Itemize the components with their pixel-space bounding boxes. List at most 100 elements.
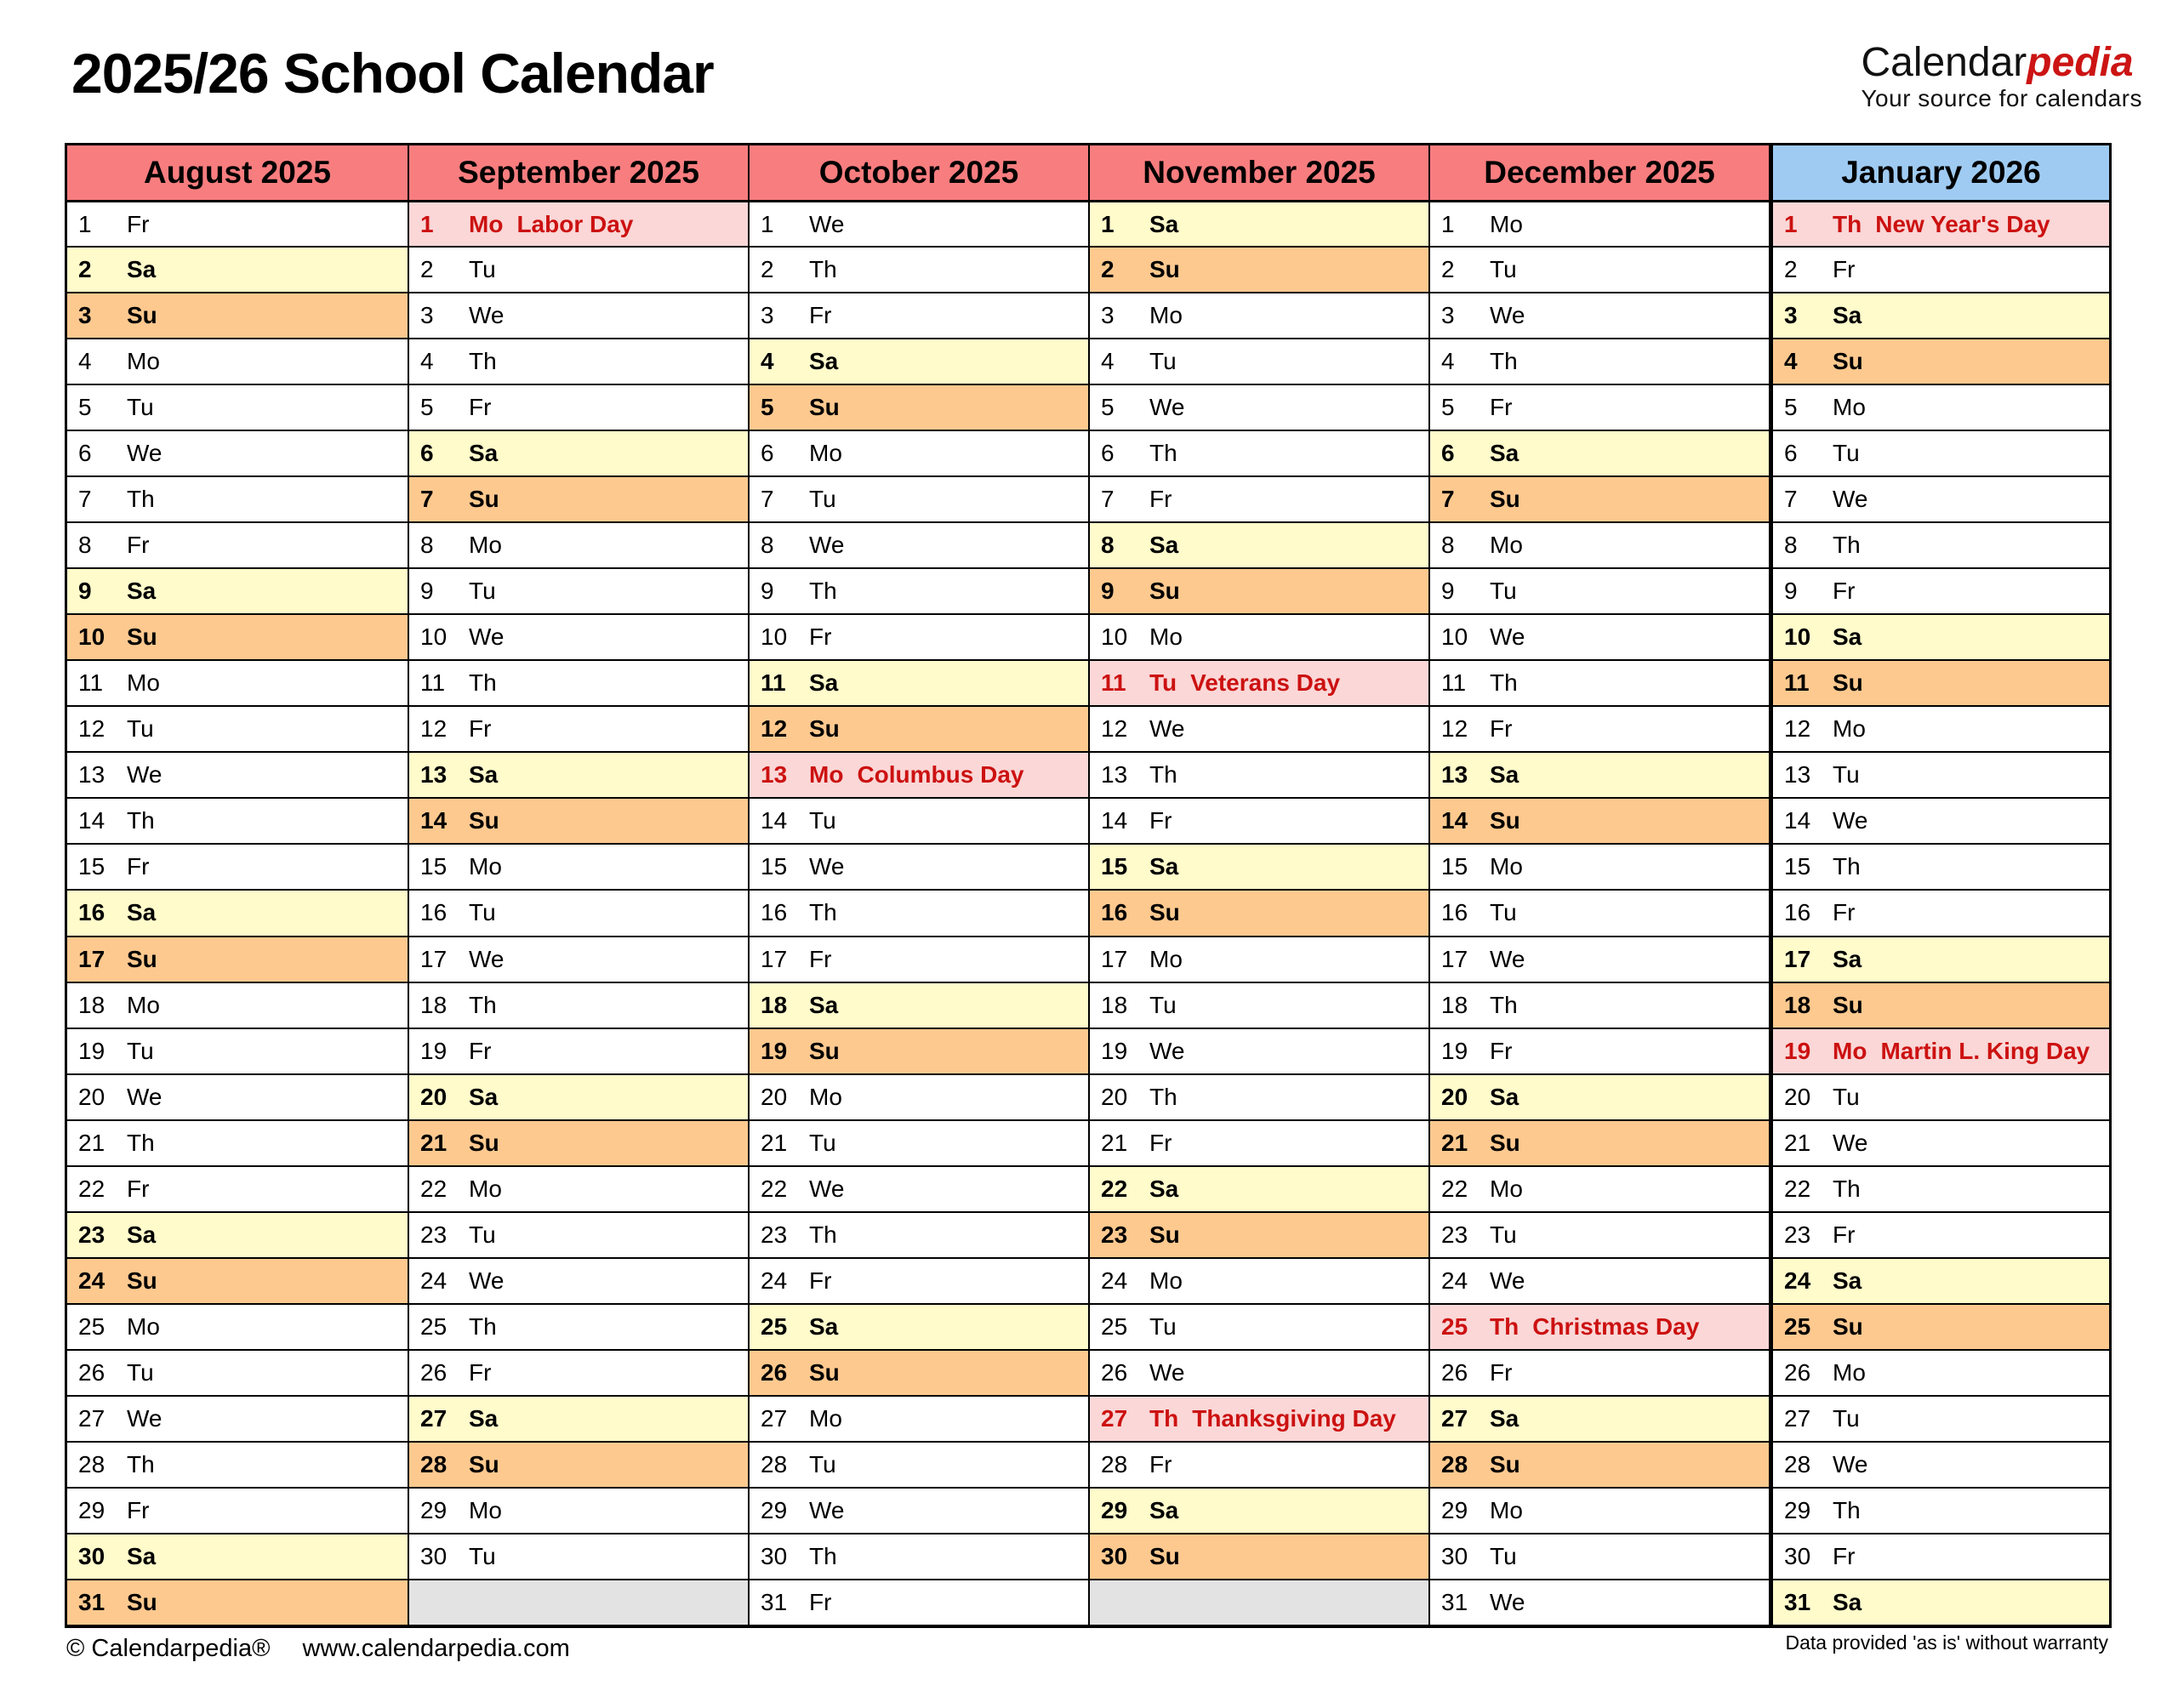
weekday-label: Tu xyxy=(1149,991,1177,1018)
footer-url-link[interactable]: www.calendarpedia.com xyxy=(302,1635,570,1662)
day-cell: 8 Fr xyxy=(67,521,408,568)
day-number: 1 xyxy=(1101,210,1115,237)
day-cell: 11 Mo xyxy=(67,659,408,706)
day-cell: 9 Th xyxy=(748,567,1088,614)
weekday-label: Mo xyxy=(469,532,502,559)
day-cell: 10 Fr xyxy=(748,613,1088,660)
day-number: 26 xyxy=(78,1358,105,1386)
day-number: 18 xyxy=(761,991,788,1018)
day-cell: 19 Fr xyxy=(1428,1027,1769,1073)
day-number: 20 xyxy=(1784,1083,1811,1110)
day-cell: 13 Th xyxy=(1088,751,1428,798)
day-cell: 11 Su xyxy=(1769,659,2109,706)
day-cell: 18 Th xyxy=(1428,981,1769,1028)
day-number: 2 xyxy=(1784,256,1798,283)
day-cell: 14 Th xyxy=(67,797,408,844)
day-cell: 30 Su xyxy=(1088,1532,1428,1579)
day-cell: 27 Th Thanksgiving Day xyxy=(1088,1394,1428,1441)
day-cell: 1 We xyxy=(748,200,1088,247)
day-number: 9 xyxy=(761,578,774,605)
day-number: 29 xyxy=(761,1496,788,1523)
day-number: 13 xyxy=(1441,761,1468,789)
day-cell: 30 Tu xyxy=(408,1532,748,1579)
day-number: 1 xyxy=(1784,210,1798,237)
day-cell: 15 Fr xyxy=(67,843,408,890)
day-number: 9 xyxy=(78,578,92,605)
day-cell: 25 Su xyxy=(1769,1302,2109,1349)
empty-cell xyxy=(1088,1578,1428,1625)
day-cell: 3 We xyxy=(408,292,748,339)
weekday-label: Sa xyxy=(1490,440,1519,467)
day-number: 1 xyxy=(420,210,434,237)
day-number: 5 xyxy=(1101,394,1115,421)
day-cell: 1 Fr xyxy=(67,200,408,247)
day-number: 31 xyxy=(1784,1588,1811,1615)
weekday-label: Su xyxy=(469,807,499,834)
weekday-label: Fr xyxy=(1149,486,1172,513)
day-cell: 17 Fr xyxy=(748,935,1088,982)
day-cell: 26 We xyxy=(1088,1348,1428,1395)
day-cell: 25 Th Christmas Day xyxy=(1428,1302,1769,1349)
day-cell: 20 Tu xyxy=(1769,1073,2109,1119)
day-cell: 21 Su xyxy=(1428,1119,1769,1165)
day-cell: 25 Tu xyxy=(1088,1302,1428,1349)
weekday-label: Mo xyxy=(809,761,844,789)
day-cell: 16 Tu xyxy=(408,889,748,936)
day-number: 12 xyxy=(1441,715,1468,743)
day-cell: 19 Su xyxy=(748,1027,1088,1073)
weekday-label: We xyxy=(1833,1129,1868,1156)
day-number: 23 xyxy=(420,1221,448,1248)
weekday-label: Mo xyxy=(809,440,842,467)
day-cell: 6 We xyxy=(67,430,408,476)
weekday-label: Tu xyxy=(1833,440,1860,467)
weekday-label: Tu xyxy=(469,578,496,605)
weekday-label: Tu xyxy=(1490,578,1517,605)
day-cell: 19 Mo Martin L. King Day xyxy=(1769,1027,2109,1073)
day-cell: 30 Tu xyxy=(1428,1532,1769,1579)
day-cell: 2 Th xyxy=(748,246,1088,293)
day-cell: 6 Sa xyxy=(1428,430,1769,476)
day-number: 15 xyxy=(78,853,105,880)
day-number: 25 xyxy=(78,1312,105,1340)
day-number: 29 xyxy=(1784,1496,1811,1523)
day-number: 2 xyxy=(1101,256,1115,283)
weekday-label: Th xyxy=(1833,1175,1861,1202)
day-number: 26 xyxy=(420,1358,448,1386)
weekday-label: We xyxy=(1149,394,1185,421)
weekday-label: Fr xyxy=(809,623,832,651)
day-number: 5 xyxy=(761,394,774,421)
weekday-label: Su xyxy=(1490,1129,1520,1156)
day-number: 4 xyxy=(1784,348,1798,375)
weekday-label: Tu xyxy=(1490,256,1517,283)
weekday-label: Su xyxy=(1149,578,1180,605)
day-number: 30 xyxy=(1784,1542,1811,1569)
day-number: 10 xyxy=(78,623,105,651)
weekday-label: We xyxy=(469,302,505,329)
day-cell: 28 Su xyxy=(408,1440,748,1487)
day-cell: 23 Su xyxy=(1088,1210,1428,1257)
weekday-label: Fr xyxy=(469,1358,492,1386)
day-number: 15 xyxy=(761,853,788,880)
weekday-label: We xyxy=(809,210,845,237)
day-number: 10 xyxy=(1101,623,1128,651)
weekday-label: We xyxy=(1490,1267,1525,1294)
day-cell: 7 Su xyxy=(1428,475,1769,522)
day-cell: 29 Fr xyxy=(67,1486,408,1533)
day-cell: 26 Fr xyxy=(408,1348,748,1395)
holiday-label: Columbus Day xyxy=(857,761,1024,789)
day-number: 29 xyxy=(1101,1496,1128,1523)
day-cell: 2 Sa xyxy=(67,246,408,293)
weekday-label: Tu xyxy=(1149,1312,1177,1340)
weekday-label: Su xyxy=(127,302,157,329)
weekday-label: Fr xyxy=(127,1496,150,1523)
day-cell: 27 Mo xyxy=(748,1394,1088,1441)
day-number: 27 xyxy=(761,1404,788,1432)
day-cell: 8 Sa xyxy=(1088,521,1428,568)
day-cell: 14 We xyxy=(1769,797,2109,844)
weekday-label: Fr xyxy=(809,1588,832,1615)
day-cell: 17 Sa xyxy=(1769,935,2109,982)
day-cell: 31 Fr xyxy=(748,1578,1088,1625)
day-number: 3 xyxy=(1441,302,1455,329)
weekday-label: We xyxy=(127,440,162,467)
day-cell: 25 Th xyxy=(408,1302,748,1349)
